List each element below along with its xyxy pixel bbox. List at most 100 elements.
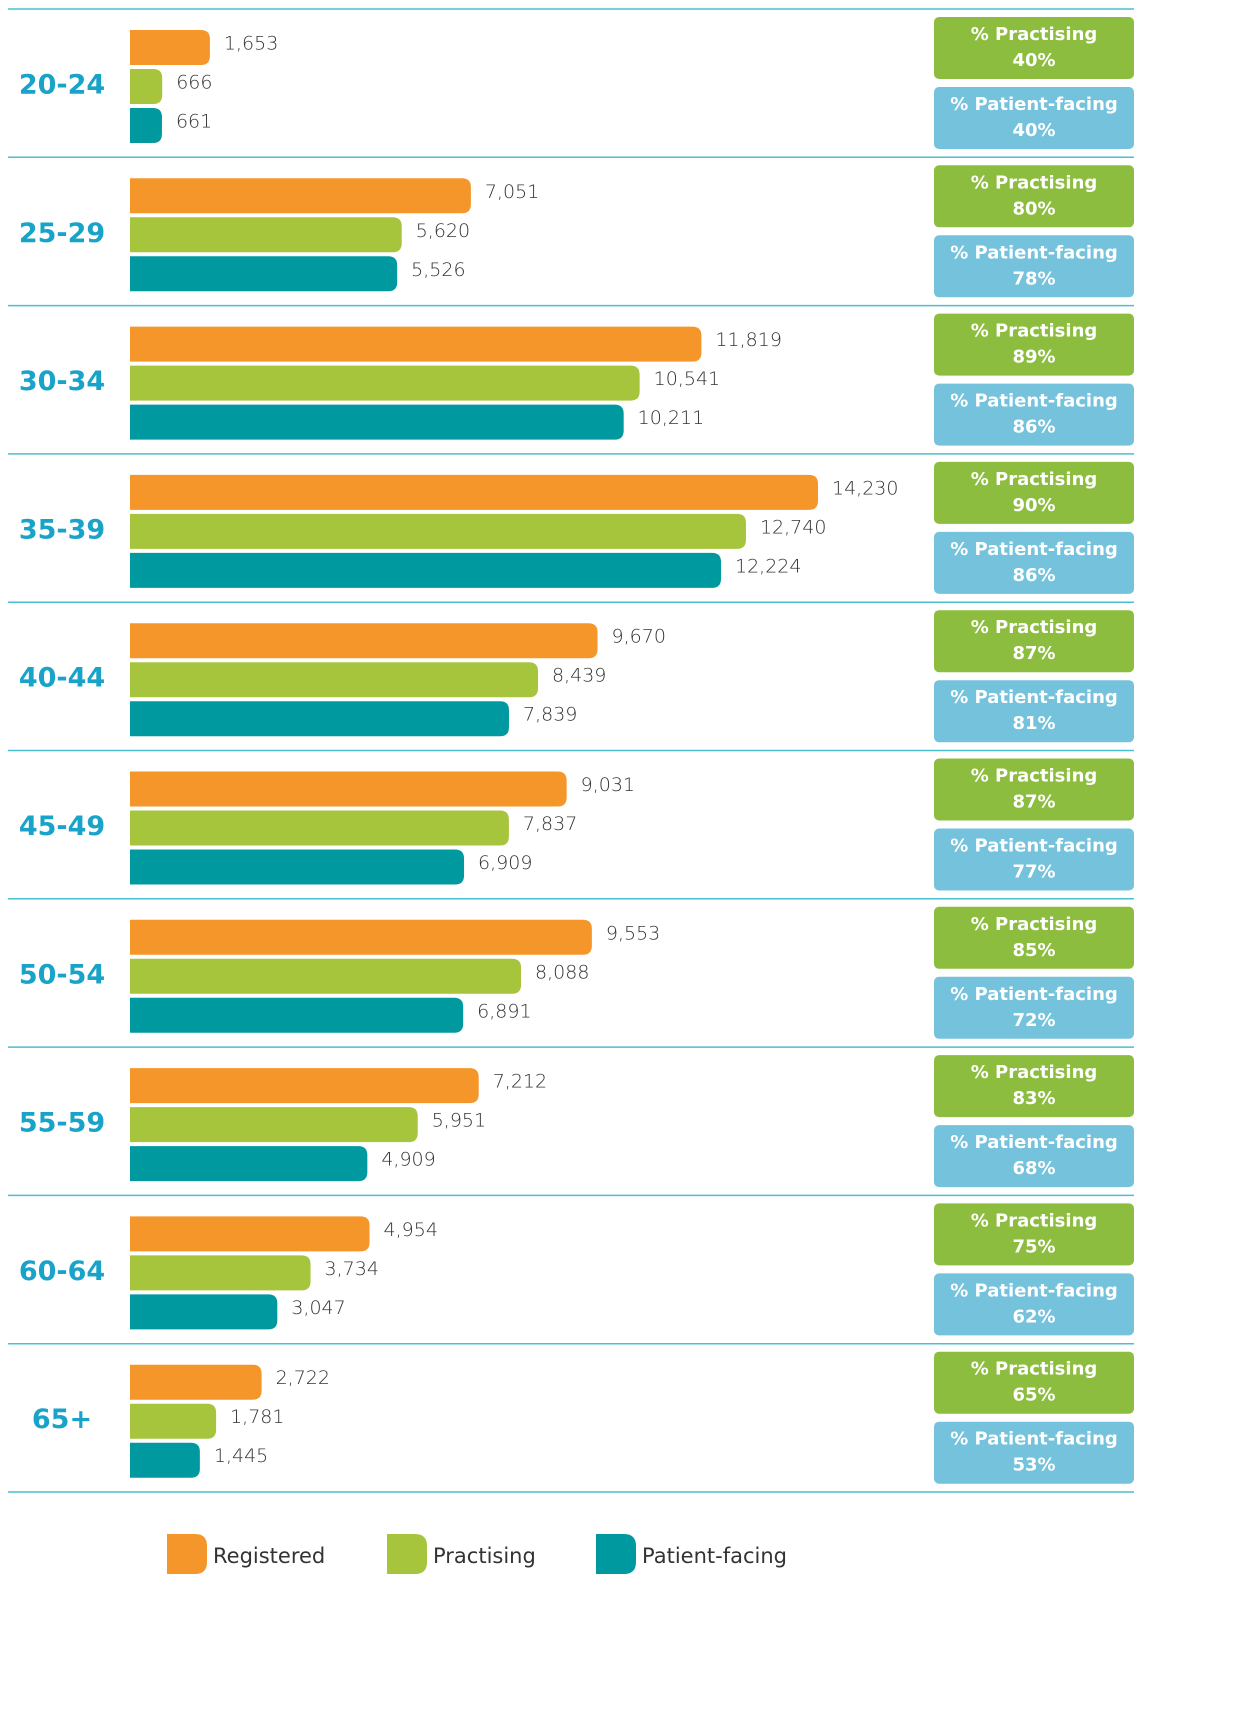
annotation-box: [934, 87, 1134, 149]
value-label: 7,051: [485, 181, 539, 203]
value-label: 3,047: [291, 1297, 345, 1319]
legend-swatch: [596, 1534, 636, 1574]
bar: [130, 1216, 370, 1252]
annotation-label: % Patient-facing: [950, 984, 1118, 1005]
annotation-value: 40%: [1012, 120, 1055, 141]
bar: [130, 178, 471, 214]
annotation-box: [934, 680, 1134, 743]
bar: [130, 108, 162, 143]
bar: [130, 474, 818, 510]
category-label: 55-59: [19, 1108, 105, 1139]
annotation-box: [934, 976, 1134, 1039]
annotation-value: 89%: [1012, 347, 1055, 368]
annotation-value: 65%: [1012, 1385, 1055, 1406]
bar: [130, 365, 640, 401]
annotation-value: 87%: [1012, 792, 1055, 813]
annotation-value: 75%: [1012, 1236, 1055, 1257]
bar: [130, 30, 210, 65]
bar: [130, 404, 624, 440]
value-label: 9,553: [606, 922, 660, 944]
value-label: 4,954: [384, 1219, 438, 1241]
value-label: 7,839: [523, 704, 577, 726]
value-label: 8,088: [535, 961, 589, 983]
annotation-box: [934, 1273, 1134, 1336]
bar: [130, 1107, 418, 1143]
annotation-label: % Patient-facing: [950, 391, 1118, 412]
annotation-value: 90%: [1012, 495, 1055, 516]
annotation-box: [934, 610, 1134, 673]
bar: [130, 1364, 262, 1400]
annotation-box: [934, 1421, 1134, 1484]
annotation-label: % Patient-facing: [950, 1429, 1118, 1450]
annotation-label: % Patient-facing: [950, 94, 1118, 115]
annotation-value: 87%: [1012, 643, 1055, 664]
bar: [130, 1294, 278, 1330]
bar: [130, 701, 510, 737]
legend-label: Practising: [433, 1544, 536, 1568]
annotation-value: 62%: [1012, 1306, 1055, 1327]
category-label: 20-24: [19, 70, 105, 101]
bar: [130, 1255, 311, 1291]
annotation-box: [934, 461, 1134, 524]
legend-label: Patient-facing: [642, 1544, 787, 1568]
value-label: 1,653: [224, 33, 278, 55]
bar: [130, 623, 598, 659]
value-label: 4,909: [381, 1149, 435, 1171]
annotation-box: [934, 235, 1134, 298]
value-label: 7,212: [493, 1071, 547, 1093]
annotation-box: [934, 383, 1134, 446]
legend-swatch: [387, 1534, 427, 1574]
bar: [130, 326, 702, 362]
value-label: 661: [176, 111, 212, 133]
annotation-label: % Patient-facing: [950, 1280, 1118, 1301]
bar: [130, 1146, 368, 1182]
bar: [130, 958, 522, 994]
bar: [130, 919, 592, 955]
bar: [130, 771, 567, 807]
annotation-box: [934, 1203, 1134, 1266]
value-label: 8,439: [552, 665, 606, 687]
bar: [130, 1442, 200, 1478]
annotation-value: 40%: [1012, 50, 1055, 71]
bar: [130, 1403, 217, 1439]
annotation-box: [934, 1125, 1134, 1188]
annotation-value: 68%: [1012, 1158, 1055, 1179]
annotation-value: 85%: [1012, 940, 1055, 961]
annotation-box: [934, 1351, 1134, 1414]
annotation-box: [934, 906, 1134, 969]
annotation-label: % Practising: [971, 1210, 1098, 1231]
value-label: 5,620: [416, 220, 470, 242]
bar: [130, 810, 509, 846]
value-label: 1,445: [214, 1445, 268, 1467]
annotation-label: % Practising: [971, 1062, 1098, 1083]
annotation-value: 86%: [1012, 565, 1055, 586]
annotation-label: % Patient-facing: [950, 1132, 1118, 1153]
bar: [130, 849, 465, 885]
value-label: 14,230: [832, 477, 898, 499]
bar: [130, 256, 398, 292]
category-label: 60-64: [19, 1256, 105, 1287]
value-label: 10,541: [654, 368, 720, 390]
category-label: 30-34: [19, 366, 105, 397]
annotation-box: [934, 758, 1134, 821]
annotation-label: % Practising: [971, 469, 1098, 490]
annotation-box: [934, 828, 1134, 891]
bar: [130, 69, 163, 104]
annotation-label: % Practising: [971, 172, 1098, 193]
annotation-label: % Practising: [971, 617, 1098, 638]
value-label: 1,781: [230, 1406, 284, 1428]
annotation-value: 81%: [1012, 713, 1055, 734]
value-label: 7,837: [523, 813, 577, 835]
annotation-label: % Practising: [971, 766, 1098, 787]
category-label: 25-29: [19, 218, 105, 249]
annotation-label: % Patient-facing: [950, 539, 1118, 560]
value-label: 9,670: [612, 626, 666, 648]
value-label: 6,891: [477, 1000, 531, 1022]
value-label: 3,734: [325, 1258, 379, 1280]
annotation-box: [934, 313, 1134, 376]
legend-swatch: [167, 1534, 207, 1574]
annotation-value: 78%: [1012, 268, 1055, 289]
value-label: 10,211: [638, 407, 704, 429]
bar: [130, 552, 722, 588]
annotation-value: 77%: [1012, 862, 1055, 883]
